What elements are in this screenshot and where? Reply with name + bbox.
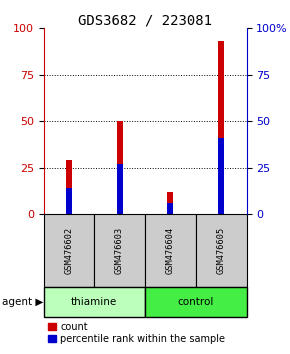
Bar (167, 203, 173, 214)
Bar (66, 188, 72, 214)
Text: agent ▶: agent ▶ (2, 297, 44, 307)
Text: thiamine: thiamine (71, 297, 117, 307)
Bar (167, 192, 173, 214)
Text: control: control (177, 297, 214, 307)
Text: GSM476602: GSM476602 (64, 227, 73, 274)
Bar (117, 164, 123, 214)
Bar (196, 214, 246, 287)
Bar (66, 160, 72, 214)
Text: GSM476604: GSM476604 (166, 227, 175, 274)
Bar (145, 214, 196, 287)
Bar (145, 287, 246, 317)
Legend: count, percentile rank within the sample: count, percentile rank within the sample (48, 322, 225, 344)
Bar (218, 41, 224, 214)
Bar (218, 138, 224, 214)
Bar (44, 287, 145, 317)
Title: GDS3682 / 223081: GDS3682 / 223081 (78, 13, 212, 27)
Bar (117, 121, 123, 214)
Bar (44, 214, 94, 287)
Text: GSM476605: GSM476605 (217, 227, 226, 274)
Bar (94, 214, 145, 287)
Text: GSM476603: GSM476603 (115, 227, 124, 274)
